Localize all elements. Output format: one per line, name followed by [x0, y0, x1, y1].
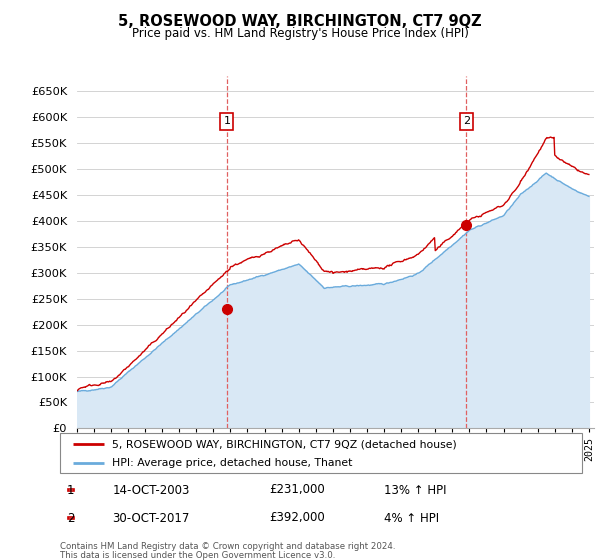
Text: Price paid vs. HM Land Registry's House Price Index (HPI): Price paid vs. HM Land Registry's House …	[131, 27, 469, 40]
Text: HPI: Average price, detached house, Thanet: HPI: Average price, detached house, Than…	[112, 458, 353, 468]
FancyBboxPatch shape	[68, 516, 74, 520]
Text: This data is licensed under the Open Government Licence v3.0.: This data is licensed under the Open Gov…	[60, 551, 335, 560]
Text: 30-OCT-2017: 30-OCT-2017	[112, 511, 190, 525]
Text: 1: 1	[223, 116, 230, 127]
Text: 13% ↑ HPI: 13% ↑ HPI	[383, 483, 446, 497]
Text: 1: 1	[67, 483, 74, 497]
Text: Contains HM Land Registry data © Crown copyright and database right 2024.: Contains HM Land Registry data © Crown c…	[60, 542, 395, 550]
Text: 14-OCT-2003: 14-OCT-2003	[112, 483, 190, 497]
Text: £392,000: £392,000	[269, 511, 325, 525]
Text: 4% ↑ HPI: 4% ↑ HPI	[383, 511, 439, 525]
Text: 2: 2	[67, 511, 74, 525]
Text: 5, ROSEWOOD WAY, BIRCHINGTON, CT7 9QZ: 5, ROSEWOOD WAY, BIRCHINGTON, CT7 9QZ	[118, 14, 482, 29]
FancyBboxPatch shape	[60, 433, 582, 473]
Text: 2: 2	[463, 116, 470, 127]
Text: 5, ROSEWOOD WAY, BIRCHINGTON, CT7 9QZ (detached house): 5, ROSEWOOD WAY, BIRCHINGTON, CT7 9QZ (d…	[112, 439, 457, 449]
FancyBboxPatch shape	[68, 488, 74, 492]
Text: £231,000: £231,000	[269, 483, 325, 497]
